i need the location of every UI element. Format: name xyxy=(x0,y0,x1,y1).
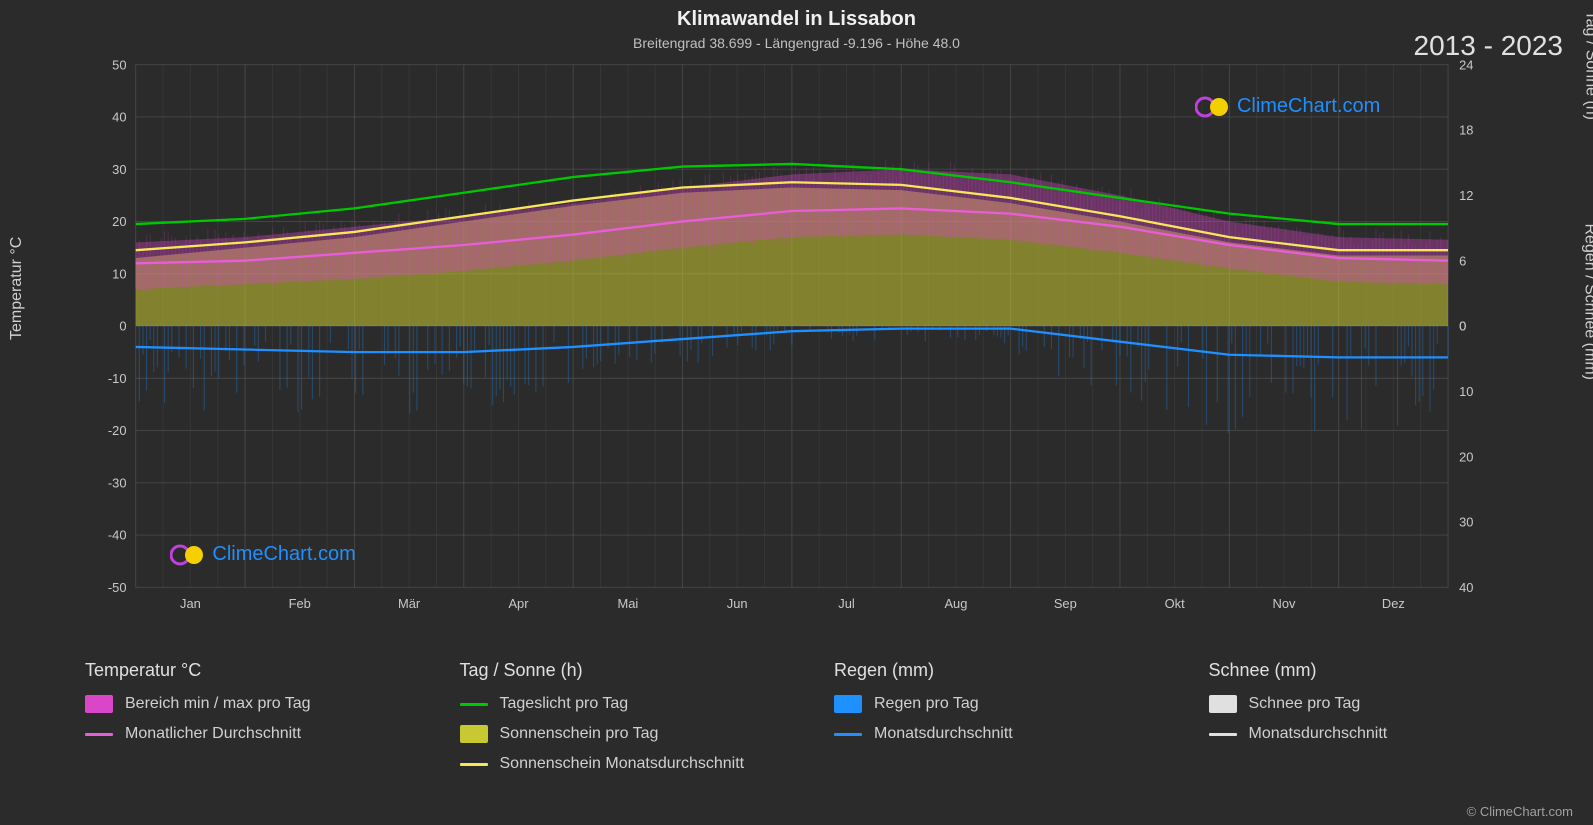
svg-text:18: 18 xyxy=(1459,123,1473,138)
y-axis-right-bottom-label: Regen / Schnee (mm) xyxy=(1581,223,1593,380)
legend-group: Temperatur °C Bereich min / max pro Tag Mo… xyxy=(85,660,420,785)
svg-text:-20: -20 xyxy=(108,423,127,438)
svg-text:10: 10 xyxy=(1459,384,1473,399)
legend-item: Regen pro Tag xyxy=(834,695,1169,713)
legend-swatch-icon xyxy=(85,733,113,736)
svg-text:Jun: Jun xyxy=(727,596,748,611)
chart-container: Klimawandel in Lissabon Breitengrad 38.6… xyxy=(0,0,1593,825)
y-axis-left-label: Temperatur °C xyxy=(8,237,26,340)
legend-label: Sonnenschein Monatsdurchschnitt xyxy=(500,755,745,773)
legend-item: Bereich min / max pro Tag xyxy=(85,695,420,713)
legend-swatch-icon xyxy=(460,703,488,706)
legend-label: Monatsdurchschnitt xyxy=(874,725,1013,743)
svg-text:40: 40 xyxy=(1459,580,1473,595)
legend-swatch-icon xyxy=(834,733,862,736)
legend-header: Regen (mm) xyxy=(834,660,1169,681)
legend-header: Schnee (mm) xyxy=(1209,660,1544,681)
y-axis-right-top-label: Tag / Sonne (h) xyxy=(1581,11,1593,120)
svg-text:50: 50 xyxy=(112,60,126,72)
svg-text:20: 20 xyxy=(1459,449,1473,464)
legend-label: Tageslicht pro Tag xyxy=(500,695,629,713)
legend-item: Schnee pro Tag xyxy=(1209,695,1544,713)
legend: Temperatur °C Bereich min / max pro Tag Mo… xyxy=(85,660,1543,785)
legend-swatch-icon xyxy=(834,695,862,713)
svg-text:20: 20 xyxy=(112,214,126,229)
chart-title: Klimawandel in Lissabon xyxy=(0,0,1593,31)
watermark-text: ClimeChart.com xyxy=(1237,95,1380,118)
svg-text:30: 30 xyxy=(112,162,126,177)
svg-text:Mär: Mär xyxy=(398,596,421,611)
legend-item: Sonnenschein pro Tag xyxy=(460,725,795,743)
watermark: ClimeChart.com xyxy=(170,542,355,568)
legend-group: Regen (mm) Regen pro Tag Monatsdurchschnit… xyxy=(834,660,1169,785)
legend-header: Temperatur °C xyxy=(85,660,420,681)
legend-label: Bereich min / max pro Tag xyxy=(125,695,311,713)
chart-subtitle: Breitengrad 38.699 - Längengrad -9.196 -… xyxy=(0,31,1593,51)
legend-swatch-icon xyxy=(85,695,113,713)
year-range: 2013 - 2023 xyxy=(1414,30,1563,62)
legend-header: Tag / Sonne (h) xyxy=(460,660,795,681)
svg-text:Jan: Jan xyxy=(180,596,201,611)
legend-item: Monatsdurchschnitt xyxy=(834,725,1169,743)
svg-text:10: 10 xyxy=(112,266,126,281)
svg-text:Aug: Aug xyxy=(944,596,967,611)
legend-group: Schnee (mm) Schnee pro Tag Monatsdurchschn… xyxy=(1209,660,1544,785)
svg-text:30: 30 xyxy=(1459,515,1473,530)
svg-text:6: 6 xyxy=(1459,253,1466,268)
watermark-text: ClimeChart.com xyxy=(212,543,355,566)
svg-text:40: 40 xyxy=(112,110,126,125)
svg-text:-10: -10 xyxy=(108,371,127,386)
svg-text:24: 24 xyxy=(1459,60,1473,72)
legend-label: Schnee pro Tag xyxy=(1249,695,1361,713)
svg-text:0: 0 xyxy=(119,319,126,334)
legend-item: Tageslicht pro Tag xyxy=(460,695,795,713)
legend-item: Monatlicher Durchschnitt xyxy=(85,725,420,743)
legend-label: Monatsdurchschnitt xyxy=(1249,725,1388,743)
legend-item: Monatsdurchschnitt xyxy=(1209,725,1544,743)
watermark-logo-icon xyxy=(1195,94,1231,120)
copyright: © ClimeChart.com xyxy=(1467,804,1573,819)
plot-svg: 50403020100-10-20-30-40-5024181260010203… xyxy=(85,60,1508,620)
svg-text:-30: -30 xyxy=(108,475,127,490)
svg-text:Apr: Apr xyxy=(508,596,529,611)
legend-group: Tag / Sonne (h) Tageslicht pro Tag Sonnens… xyxy=(460,660,795,785)
svg-text:0: 0 xyxy=(1459,319,1466,334)
legend-swatch-icon xyxy=(460,763,488,766)
svg-text:Okt: Okt xyxy=(1165,596,1185,611)
plot-area: 50403020100-10-20-30-40-5024181260010203… xyxy=(85,60,1508,620)
legend-item: Sonnenschein Monatsdurchschnitt xyxy=(460,755,795,773)
legend-swatch-icon xyxy=(460,725,488,743)
watermark-logo-icon xyxy=(170,542,206,568)
svg-text:-50: -50 xyxy=(108,580,127,595)
svg-text:Sep: Sep xyxy=(1054,596,1077,611)
legend-label: Monatlicher Durchschnitt xyxy=(125,725,301,743)
svg-text:Mai: Mai xyxy=(617,596,638,611)
watermark: ClimeChart.com xyxy=(1195,94,1380,120)
svg-text:12: 12 xyxy=(1459,188,1473,203)
legend-swatch-icon xyxy=(1209,695,1237,713)
svg-text:Nov: Nov xyxy=(1273,596,1296,611)
legend-label: Regen pro Tag xyxy=(874,695,979,713)
legend-label: Sonnenschein pro Tag xyxy=(500,725,659,743)
svg-text:Dez: Dez xyxy=(1382,596,1405,611)
svg-text:Jul: Jul xyxy=(838,596,855,611)
svg-text:Feb: Feb xyxy=(289,596,311,611)
svg-text:-40: -40 xyxy=(108,528,127,543)
legend-swatch-icon xyxy=(1209,733,1237,736)
